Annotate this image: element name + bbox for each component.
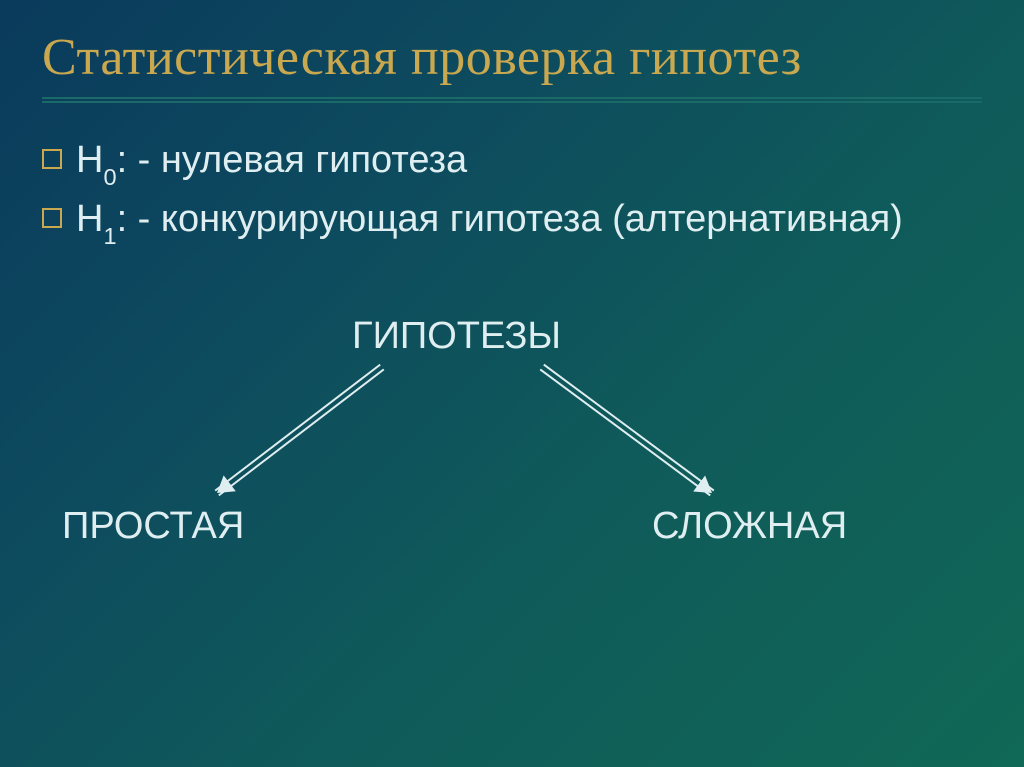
square-bullet-icon: [42, 149, 62, 169]
bullet-symbol: H: [76, 139, 103, 181]
bullet-tail: : - нулевая гипотеза: [117, 139, 468, 181]
square-bullet-icon: [42, 208, 62, 228]
slide: Статистическая проверка гипотез H0: - ну…: [0, 0, 1024, 767]
title-divider: [42, 97, 982, 103]
bullet-symbol: H: [76, 198, 103, 240]
bullet-text: H1: - конкурирующая гипотеза (алтернатив…: [76, 196, 903, 247]
bullet-item: H1: - конкурирующая гипотеза (алтернатив…: [42, 196, 982, 247]
bullet-list: H0: - нулевая гипотеза H1: - конкурирующ…: [42, 137, 982, 247]
bullet-text: H0: - нулевая гипотеза: [76, 137, 467, 188]
bullet-tail: : - конкурирующая гипотеза (алтернативна…: [117, 198, 903, 240]
bullet-subscript: 0: [103, 164, 116, 190]
hypothesis-tree-diagram: ГИПОТЕЗЫ ПРОСТАЯ СЛОЖНАЯ: [42, 315, 982, 635]
slide-title: Статистическая проверка гипотез: [42, 28, 982, 87]
bullet-subscript: 1: [103, 223, 116, 249]
tree-edges: [42, 315, 982, 575]
bullet-item: H0: - нулевая гипотеза: [42, 137, 982, 188]
